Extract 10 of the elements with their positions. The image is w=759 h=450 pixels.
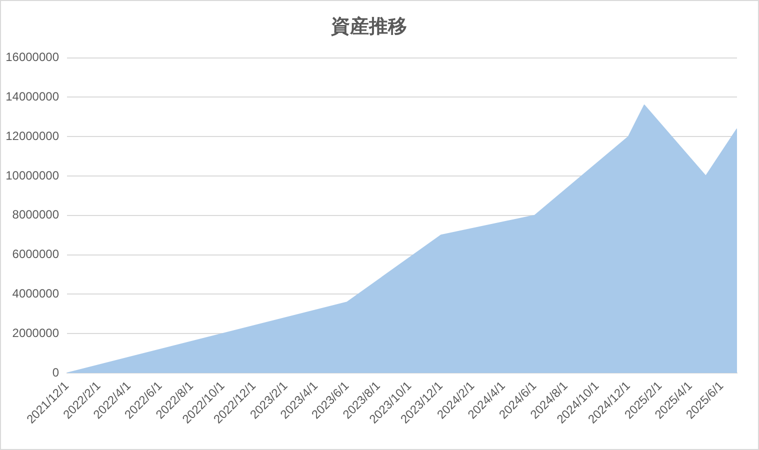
y-tick-label: 10000000 <box>6 168 60 182</box>
y-tick-label: 2000000 <box>12 326 60 340</box>
y-tick-label: 6000000 <box>12 247 60 262</box>
y-tick-label: 12000000 <box>6 128 60 143</box>
y-tick-label: 0 <box>52 365 60 380</box>
chart-title: 資産推移 <box>330 15 407 38</box>
y-tick-label: 14000000 <box>6 90 60 104</box>
y-tick-label: 8000000 <box>12 208 60 222</box>
y-tick-label: 16000000 <box>6 50 60 64</box>
y-tick-label: 4000000 <box>12 286 60 301</box>
